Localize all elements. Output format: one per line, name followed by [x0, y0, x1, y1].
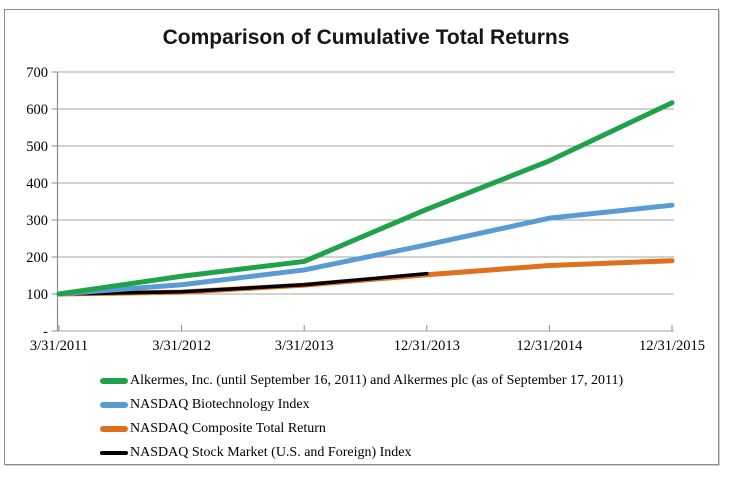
legend-label-nasdaq-biotechnology: NASDAQ Biotechnology Index — [130, 397, 310, 412]
y-tick-label: - — [43, 324, 48, 340]
legend-label-nasdaq-composite: NASDAQ Composite Total Return — [130, 421, 326, 436]
y-tick-label: 500 — [26, 139, 48, 155]
x-tick-label: 12/31/2015 — [639, 338, 705, 354]
legend-swatch-alkermes-icon — [100, 378, 128, 384]
series-line-0 — [56, 100, 675, 297]
x-tick-label: 3/31/2013 — [275, 338, 334, 354]
x-tick-label: 12/31/2014 — [516, 338, 583, 354]
y-tick-label: 700 — [26, 65, 48, 81]
legend: Alkermes, Inc. (until September 16, 2011… — [100, 369, 623, 465]
legend-swatch-nasdaq-biotechnology-icon — [100, 402, 128, 408]
legend-swatch-nasdaq-stock-market-icon — [100, 451, 128, 455]
legend-item-alkermes: Alkermes, Inc. (until September 16, 2011… — [100, 369, 623, 393]
y-tick-label: 400 — [26, 176, 48, 192]
y-tick-label: 200 — [26, 250, 48, 266]
legend-label-alkermes: Alkermes, Inc. (until September 16, 2011… — [130, 373, 624, 388]
series-line-3 — [57, 271, 429, 296]
legend-item-nasdaq-composite: NASDAQ Composite Total Return — [100, 417, 623, 441]
legend-item-nasdaq-biotechnology: NASDAQ Biotechnology Index — [100, 393, 623, 417]
x-tick-label: 3/31/2011 — [30, 338, 88, 354]
y-tick-label: 600 — [26, 102, 48, 118]
chart-title: Comparison of Cumulative Total Returns — [162, 26, 570, 49]
legend-label-nasdaq-stock-market: NASDAQ Stock Market (U.S. and Foreign) I… — [130, 445, 412, 460]
legend-swatch-nasdaq-composite-icon — [100, 426, 128, 432]
series-line-1 — [56, 202, 675, 297]
y-tick-label: 100 — [26, 287, 48, 303]
x-tick-label: 3/31/2012 — [152, 338, 211, 354]
legend-item-nasdaq-stock-market: NASDAQ Stock Market (U.S. and Foreign) I… — [100, 441, 623, 465]
x-tick-label: 12/31/2013 — [394, 338, 460, 354]
y-tick-label: 300 — [26, 213, 48, 229]
